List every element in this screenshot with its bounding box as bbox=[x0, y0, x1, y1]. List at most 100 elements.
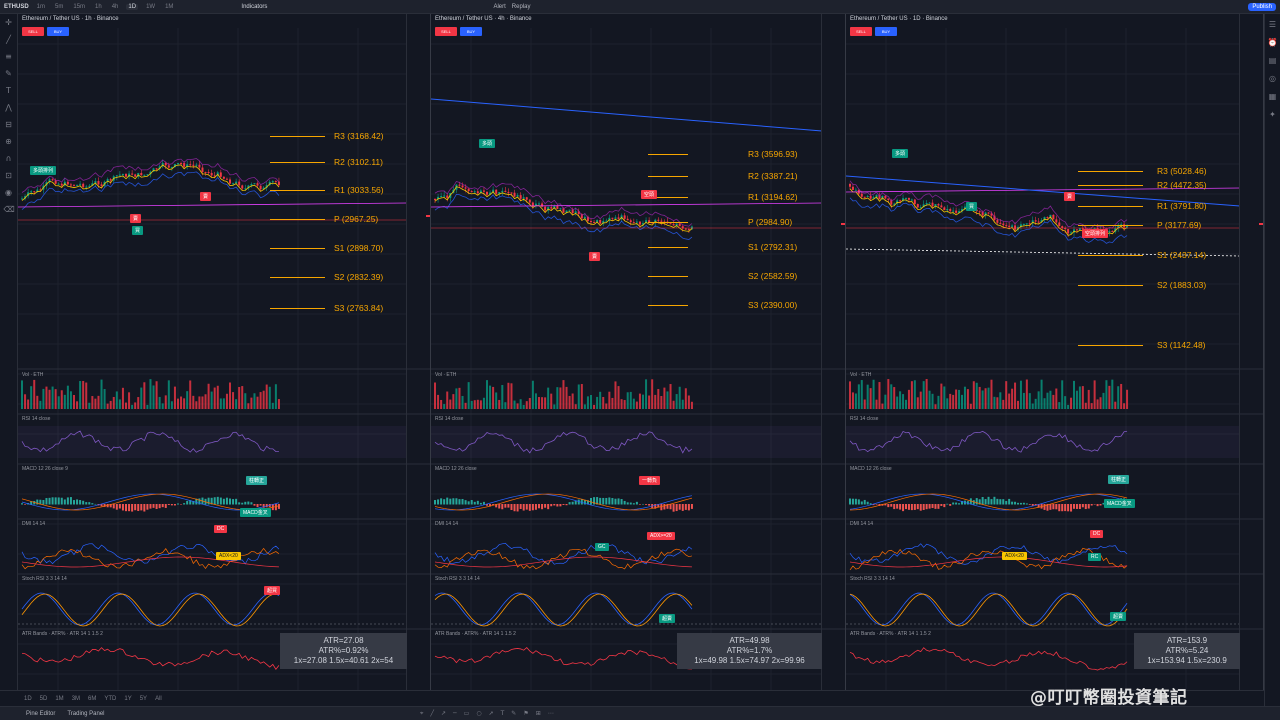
buy-button[interactable]: BUY bbox=[875, 27, 897, 36]
chart-panel-3[interactable]: Ethereum / Tether US · 1D · Binance SELL B… bbox=[846, 14, 1264, 690]
volume-bar bbox=[479, 400, 482, 409]
ideas-icon[interactable]: ✦ bbox=[1269, 110, 1276, 119]
alerts-icon[interactable]: ⏰ bbox=[1267, 38, 1278, 47]
hline-icon[interactable]: ─ bbox=[453, 709, 457, 717]
chart-panel-2[interactable]: Ethereum / Tether US · 4h · Binance SELL B… bbox=[431, 14, 846, 690]
range-6m[interactable]: 6M bbox=[88, 695, 97, 702]
arrow-icon[interactable]: ➚ bbox=[488, 709, 494, 717]
timeframe-15m[interactable]: 15m bbox=[73, 3, 86, 10]
eye-icon[interactable]: ◉ bbox=[5, 188, 12, 197]
timeframe-1h[interactable]: 1h bbox=[95, 3, 102, 10]
candle-body bbox=[109, 179, 112, 181]
trading-panel-tab[interactable]: Trading Panel bbox=[67, 710, 105, 717]
volume-bar bbox=[860, 380, 863, 409]
range-3m[interactable]: 3M bbox=[71, 695, 81, 702]
candle-body bbox=[887, 198, 890, 200]
volume-bar bbox=[916, 397, 919, 409]
fib-icon[interactable]: ≡ bbox=[5, 52, 12, 61]
signal-tag: 賣 bbox=[589, 252, 601, 261]
volume-bar bbox=[1120, 383, 1123, 409]
watchlist-icon[interactable]: ☰ bbox=[1268, 20, 1277, 29]
buy-button[interactable]: BUY bbox=[460, 27, 482, 36]
timeframe-1w[interactable]: 1W bbox=[146, 3, 156, 10]
pine-editor-tab[interactable]: Pine Editor bbox=[26, 710, 56, 717]
candle-body bbox=[681, 226, 684, 229]
measure-icon[interactable]: ⊟ bbox=[5, 120, 12, 129]
hotlist-icon[interactable]: ◎ bbox=[1269, 74, 1276, 83]
signal-tag: 買 bbox=[132, 226, 144, 235]
lock-icon[interactable]: ⊡ bbox=[5, 171, 12, 180]
chart-canvas[interactable] bbox=[431, 14, 846, 690]
publish-button[interactable]: Publish bbox=[1248, 2, 1276, 11]
candle-body bbox=[638, 221, 641, 225]
trendline-icon[interactable]: ╱ bbox=[6, 35, 11, 44]
sell-button[interactable]: SELL bbox=[850, 27, 872, 36]
candle-body bbox=[913, 199, 916, 205]
timeframe-1d[interactable]: 1D bbox=[126, 3, 139, 10]
alert-button[interactable]: Alert bbox=[493, 3, 506, 10]
line-icon[interactable]: ╱ bbox=[430, 709, 435, 717]
macd-histogram-bar bbox=[1055, 504, 1058, 510]
text-icon[interactable]: T bbox=[6, 86, 11, 95]
brush-icon[interactable]: ✎ bbox=[5, 69, 12, 78]
zoom-icon[interactable]: ⊕ bbox=[5, 137, 12, 146]
timeframe-1m[interactable]: 1m bbox=[36, 3, 46, 10]
macd-histogram-bar bbox=[437, 499, 440, 505]
candle-body bbox=[504, 190, 507, 192]
crosshair-icon[interactable]: ✛ bbox=[5, 18, 12, 27]
circle-icon[interactable]: ○ bbox=[476, 709, 482, 717]
candle-body bbox=[94, 181, 97, 184]
chart-canvas[interactable] bbox=[846, 14, 1264, 690]
sell-button[interactable]: SELL bbox=[22, 27, 44, 36]
more-icon[interactable]: ⋯ bbox=[547, 709, 554, 717]
price-axis[interactable] bbox=[406, 14, 430, 690]
timeframe-1M[interactable]: 1M bbox=[165, 3, 174, 10]
range-5y[interactable]: 5Y bbox=[139, 695, 148, 702]
stoch-signal-tag: 超買 bbox=[264, 586, 281, 595]
volume-bar bbox=[1117, 386, 1120, 409]
sell-button[interactable]: SELL bbox=[435, 27, 457, 36]
candle-body bbox=[1067, 229, 1070, 234]
buy-button[interactable]: BUY bbox=[47, 27, 69, 36]
flag-icon[interactable]: ⚑ bbox=[523, 709, 529, 717]
timeframe-5m[interactable]: 5m bbox=[55, 3, 64, 10]
price-axis[interactable] bbox=[821, 14, 845, 690]
candle-body bbox=[440, 195, 443, 197]
indicators-button[interactable]: Indicators bbox=[241, 3, 268, 10]
candle-body bbox=[73, 184, 75, 186]
volume-bar bbox=[504, 402, 507, 409]
pattern-icon[interactable]: ⋀ bbox=[5, 103, 12, 112]
range-1y[interactable]: 1Y bbox=[124, 695, 132, 702]
ruler-icon[interactable]: ⊞ bbox=[535, 709, 541, 717]
range-all[interactable]: All bbox=[155, 695, 162, 702]
volume-bar bbox=[222, 398, 225, 409]
volume-bar bbox=[449, 399, 452, 409]
volume-bar bbox=[486, 380, 488, 409]
timeframe-4h[interactable]: 4h bbox=[111, 3, 119, 10]
symbol-search[interactable]: ETHUSD bbox=[4, 3, 29, 10]
chart-panel-1[interactable]: Ethereum / Tether US · 1h · Binance SELL B… bbox=[18, 14, 431, 690]
price-axis[interactable] bbox=[1239, 14, 1263, 690]
volume-bar bbox=[201, 396, 204, 409]
macd-histogram-bar bbox=[943, 504, 946, 508]
volume-bar bbox=[690, 401, 693, 409]
range-1m[interactable]: 1M bbox=[55, 695, 64, 702]
pivot-label-r3: R3 (5028.46) bbox=[1157, 166, 1207, 176]
note-icon[interactable]: ✎ bbox=[511, 709, 517, 717]
volume-bar bbox=[984, 388, 987, 409]
cursor-icon[interactable]: ⌖ bbox=[420, 709, 424, 717]
magnet-icon[interactable]: ∩ bbox=[5, 154, 12, 163]
range-5d[interactable]: 5D bbox=[39, 695, 48, 702]
chart-canvas[interactable] bbox=[18, 14, 431, 690]
trash-icon[interactable]: ⌫ bbox=[3, 205, 15, 214]
range-1d[interactable]: 1D bbox=[24, 695, 32, 702]
ray-icon[interactable]: ↗ bbox=[441, 709, 447, 717]
text-tool-icon[interactable]: T bbox=[500, 709, 505, 717]
volume-bar bbox=[599, 391, 602, 409]
macd-histogram-bar bbox=[458, 499, 461, 505]
range-ytd[interactable]: YTD bbox=[104, 695, 117, 702]
data-window-icon[interactable]: ▤ bbox=[1268, 56, 1277, 65]
rect-icon[interactable]: ▭ bbox=[463, 709, 470, 717]
calendar-icon[interactable]: ▦ bbox=[1268, 92, 1277, 101]
replay-button[interactable]: Replay bbox=[511, 3, 531, 10]
